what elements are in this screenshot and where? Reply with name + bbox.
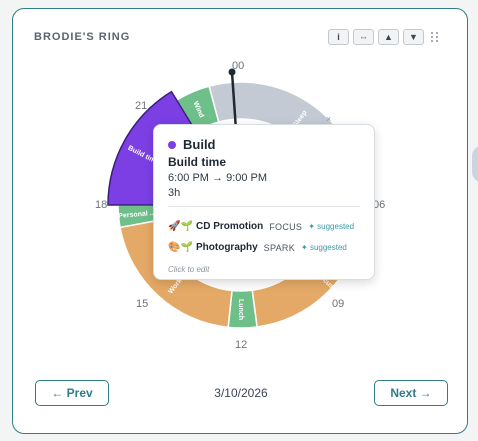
block-name: Build — [183, 137, 216, 152]
suggested-badge: ✦ suggested — [308, 222, 355, 231]
current-date: 3/10/2026 — [214, 386, 268, 400]
block-time-range: 6:00 PM → 9:00 PM — [168, 172, 268, 184]
hour-label-15: 15 — [136, 298, 148, 310]
divider — [168, 206, 360, 207]
ring-card: BRODIE'S RING i ⇔ ▲ ▼ WindSleepWork focu… — [12, 8, 468, 434]
card-title: BRODIE'S RING — [34, 31, 131, 43]
block-subtitle: Build time — [168, 155, 227, 169]
hour-label-21: 21 — [135, 100, 147, 112]
info-button[interactable]: i — [328, 29, 349, 45]
next-day-button[interactable]: Next → — [374, 380, 448, 406]
move-up-button[interactable]: ▲ — [378, 29, 399, 45]
block-color-dot — [168, 140, 176, 149]
resize-button[interactable]: ⇔ — [353, 29, 374, 45]
block-duration: 3h — [168, 187, 181, 199]
hour-label-09: 09 — [332, 298, 344, 310]
suggestion-name: Photography — [196, 242, 258, 253]
drag-handle-icon[interactable] — [430, 30, 440, 44]
ring-segment-label: Lunch — [237, 299, 244, 320]
block-popup[interactable]: Build Build time 6:00 PM → 9:00 PM 3h 🚀🌱… — [153, 124, 375, 280]
suggested-badge: ✦ suggested — [301, 243, 347, 252]
side-panel-tab[interactable] — [472, 146, 478, 182]
palette-sprout-icon: 🎨🌱 — [168, 242, 193, 253]
card-controls: i ⇔ ▲ ▼ — [328, 29, 440, 45]
move-down-button[interactable]: ▼ — [403, 29, 424, 45]
suggestion-kind: SPARK — [263, 242, 296, 253]
click-to-edit-hint: Click to edit — [168, 265, 210, 274]
hour-label-18: 18 — [95, 199, 107, 211]
prev-day-button[interactable]: ← Prev — [35, 380, 109, 406]
hour-label-12: 12 — [235, 339, 247, 351]
ring-segment-label: Personal ... — [118, 210, 156, 220]
suggestion-name: CD Promotion — [196, 221, 264, 232]
close-mark-icon: × — [326, 114, 331, 124]
suggestion-kind: FOCUS — [269, 221, 303, 232]
rocket-sprout-icon: 🚀🌱 — [168, 221, 193, 232]
hour-label-06: 06 — [373, 199, 385, 211]
hour-label-00: 00 — [232, 60, 244, 72]
suggestion-item[interactable]: 🚀🌱 CD Promotion FOCUS ✦ suggested — [168, 221, 354, 232]
suggestion-item[interactable]: 🎨🌱 Photography SPARK ✦ suggested — [168, 242, 347, 253]
current-time-knob[interactable] — [228, 68, 236, 76]
